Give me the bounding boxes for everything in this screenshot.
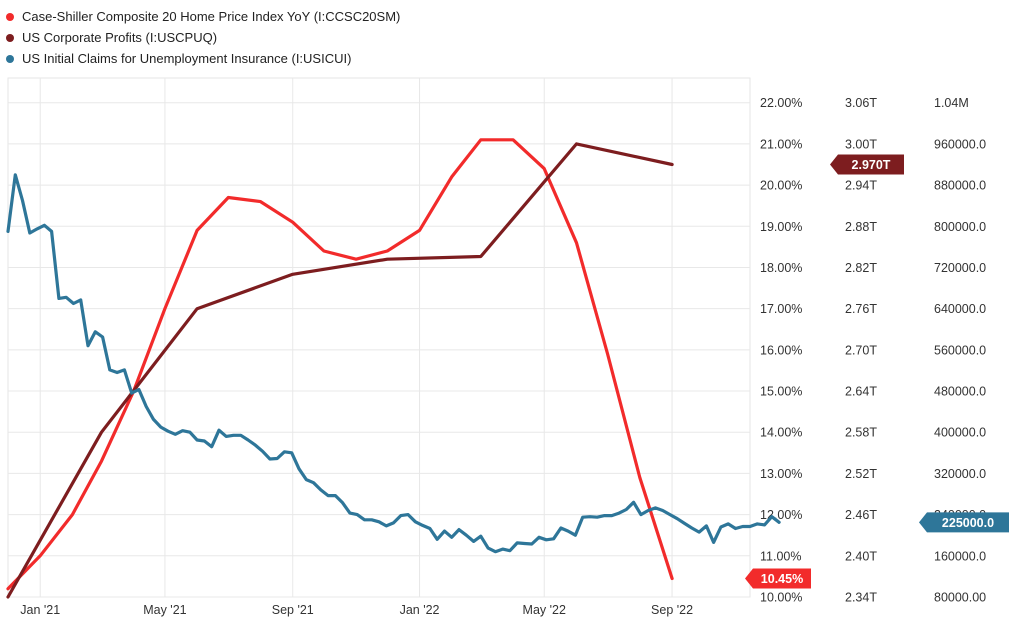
y-tick-label-claims: 960000.0: [934, 137, 986, 151]
y-tick-label-yoy: 14.00%: [760, 426, 802, 440]
y-tick-label-yoy: 13.00%: [760, 467, 802, 481]
y-tick-label-yoy: 10.00%: [760, 591, 802, 605]
y-tick-label-claims: 1.04M: [934, 96, 969, 110]
last-value-badge: 225000.0: [919, 512, 1009, 533]
legend-label: US Corporate Profits (I:USCPUQ): [22, 30, 218, 45]
chart-legend: Case-Shiller Composite 20 Home Price Ind…: [6, 6, 400, 69]
legend-marker: [6, 12, 14, 21]
x-tick-label: Sep '21: [272, 603, 314, 617]
y-tick-label-claims: 320000.0: [934, 467, 986, 481]
last-value-label: 225000.0: [942, 516, 994, 530]
y-tick-label-yoy: 15.00%: [760, 385, 802, 399]
y-tick-label-claims: 480000.0: [934, 385, 986, 399]
legend-item[interactable]: US Initial Claims for Unemployment Insur…: [6, 48, 400, 69]
y-tick-label-profits: 2.94T: [845, 179, 877, 193]
series-line: [6, 142, 674, 599]
y-tick-label-yoy: 16.00%: [760, 343, 802, 357]
y-tick-label-profits: 2.34T: [845, 591, 877, 605]
y-tick-label-profits: 2.52T: [845, 467, 877, 481]
y-tick-label-profits: 2.88T: [845, 220, 877, 234]
legend-marker: [6, 54, 14, 63]
y-tick-label-yoy: 17.00%: [760, 302, 802, 316]
y-tick-label-profits: 2.76T: [845, 302, 877, 316]
last-value-label: 10.45%: [761, 572, 803, 586]
series-line: [6, 173, 781, 554]
y-tick-label-claims: 880000.0: [934, 179, 986, 193]
x-tick-label: May '22: [523, 603, 566, 617]
y-tick-label-yoy: 22.00%: [760, 96, 802, 110]
last-value-badge: 2.970T: [830, 154, 904, 175]
legend-marker: [6, 33, 14, 42]
y-tick-label-yoy: 12.00%: [760, 508, 802, 522]
y-tick-label-claims: 720000.0: [934, 261, 986, 275]
legend-label: US Initial Claims for Unemployment Insur…: [22, 51, 352, 66]
y-tick-label-profits: 2.64T: [845, 385, 877, 399]
y-tick-label-claims: 160000.0: [934, 549, 986, 563]
legend-item[interactable]: Case-Shiller Composite 20 Home Price Ind…: [6, 6, 400, 27]
y-tick-label-claims: 400000.0: [934, 426, 986, 440]
y-tick-label-yoy: 19.00%: [760, 220, 802, 234]
y-tick-label-yoy: 18.00%: [760, 261, 802, 275]
series-line: [6, 138, 674, 591]
x-tick-label: Jan '21: [20, 603, 60, 617]
legend-label: Case-Shiller Composite 20 Home Price Ind…: [22, 9, 401, 24]
y-tick-label-profits: 2.58T: [845, 426, 877, 440]
y-tick-label-profits: 3.00T: [845, 137, 877, 151]
y-tick-label-profits: 2.46T: [845, 508, 877, 522]
y-tick-label-profits: 3.06T: [845, 96, 877, 110]
y-tick-label-profits: 2.40T: [845, 549, 877, 563]
y-tick-label-claims: 800000.0: [934, 220, 986, 234]
last-value-badge: 10.45%: [745, 568, 811, 589]
x-tick-label: Jan '22: [400, 603, 440, 617]
y-tick-label-yoy: 11.00%: [760, 549, 801, 563]
x-tick-label: Sep '22: [651, 603, 693, 617]
last-value-label: 2.970T: [852, 158, 891, 172]
x-tick-label: May '21: [143, 603, 186, 617]
y-tick-label-claims: 80000.00: [934, 591, 986, 605]
y-tick-label-yoy: 21.00%: [760, 137, 802, 151]
y-tick-label-yoy: 20.00%: [760, 179, 802, 193]
legend-item[interactable]: US Corporate Profits (I:USCPUQ): [6, 27, 400, 48]
y-tick-label-profits: 2.70T: [845, 343, 877, 357]
y-tick-label-profits: 2.82T: [845, 261, 877, 275]
y-tick-label-claims: 560000.0: [934, 343, 986, 357]
y-tick-label-claims: 640000.0: [934, 302, 986, 316]
